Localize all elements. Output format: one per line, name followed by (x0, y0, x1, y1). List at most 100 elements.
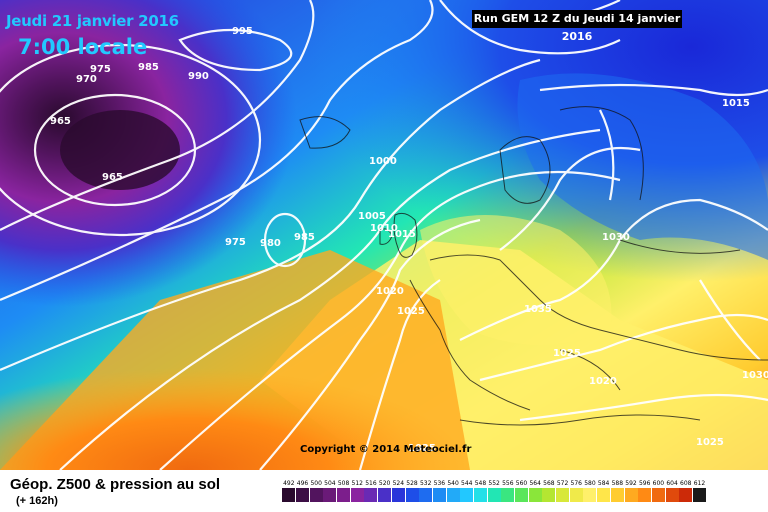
scale-step: 568 (542, 479, 556, 502)
scale-value: 516 (365, 480, 377, 487)
isobar-label: 1010 (370, 223, 398, 234)
scale-step: 500 (309, 479, 323, 502)
isobar-label: 965 (102, 172, 123, 183)
scale-swatch (391, 488, 405, 502)
valid-date: Jeudi 21 janvier 2016 (6, 12, 179, 30)
isobar-label: 975 (90, 64, 111, 75)
isobar-labels: 995 975 975 970 985 990 965 965 1000 100… (50, 26, 768, 454)
scale-swatch (692, 488, 706, 502)
scale-value: 564 (529, 480, 541, 487)
scale-value: 496 (296, 480, 309, 487)
scale-step: 584 (597, 479, 611, 502)
scale-swatch (378, 488, 392, 502)
isobar-label: 1030 (602, 232, 630, 243)
scale-value: 600 (652, 480, 665, 487)
map-canvas: 995 975 975 970 985 990 965 965 1000 100… (0, 0, 768, 470)
scale-step: 496 (296, 479, 310, 502)
isobar-label: 1015 (722, 98, 750, 109)
isobar-label: 1025 (408, 443, 436, 454)
scale-value: 532 (419, 480, 432, 487)
scale-swatch (501, 488, 515, 502)
scale-swatch (651, 488, 665, 502)
scale-swatch (569, 488, 583, 502)
scale-swatch (446, 488, 460, 502)
scale-step: 572 (556, 479, 570, 502)
scale-step: 544 (460, 479, 474, 502)
isobar-label: 1025 (696, 437, 724, 448)
scale-step: 604 (665, 479, 679, 502)
scale-step: 608 (679, 479, 693, 502)
scale-value: 544 (461, 480, 473, 487)
isobar-label: 965 (50, 116, 71, 127)
scale-swatch (610, 488, 624, 502)
scale-swatch (282, 488, 296, 502)
isobar-label: 975 (225, 237, 246, 248)
isobar-label: 1020 (376, 286, 404, 297)
scale-step: 560 (515, 479, 529, 502)
isobar-label: 1005 (358, 211, 386, 222)
scale-swatch (432, 488, 446, 502)
isobar-label: 1025 (553, 348, 581, 359)
scale-step: 536 (432, 479, 447, 502)
scale-swatch (624, 488, 638, 502)
scale-step: 524 (391, 479, 406, 502)
isobar-label: 995 (232, 26, 253, 37)
scale-step: 520 (378, 479, 392, 502)
scale-step: 596 (638, 479, 652, 502)
product-title: Géop. Z500 & pression au sol (10, 476, 221, 493)
scale-swatch (638, 488, 652, 502)
scale-step: 492 (282, 479, 296, 502)
scale-swatch (679, 488, 693, 502)
scale-value: 608 (680, 480, 692, 487)
run-info-banner: Run GEM 12 Z du Jeudi 14 janvier 2016 (472, 10, 682, 43)
scale-value: 612 (693, 480, 706, 487)
isobar-label: 1035 (524, 304, 552, 315)
scale-value: 572 (556, 480, 569, 487)
scale-swatch (487, 488, 501, 502)
copyright-notice: Copyright © 2014 Meteociel.fr (300, 444, 472, 455)
scale-swatch (528, 488, 542, 502)
isobar-label: 1015 (388, 229, 416, 240)
scale-swatch (309, 488, 323, 502)
weather-map: 995 975 975 970 985 990 965 965 1000 100… (0, 0, 768, 470)
scale-step: 576 (569, 479, 583, 502)
scale-step: 612 (692, 479, 707, 502)
scale-value: 528 (406, 480, 418, 487)
scale-value: 508 (337, 480, 350, 487)
isobar-label: 1030 (742, 370, 768, 381)
isobar-label: 985 (138, 62, 159, 73)
legend-footer: Géop. Z500 & pression au sol (+ 162h) 49… (0, 470, 768, 512)
scale-swatch (419, 488, 433, 502)
scale-value: 568 (543, 480, 555, 487)
scale-swatch (597, 488, 611, 502)
scale-swatch (296, 488, 310, 502)
scale-step: 540 (446, 479, 460, 502)
isobar-label: 990 (188, 71, 209, 82)
scale-step: 508 (337, 479, 351, 502)
scale-swatch (583, 488, 597, 502)
scale-value: 584 (597, 480, 610, 487)
isobar-label: 1020 (589, 376, 617, 387)
scale-swatch (542, 488, 556, 502)
scale-value: 560 (515, 480, 528, 487)
scale-step: 504 (323, 479, 337, 502)
scale-step: 564 (528, 479, 542, 502)
scale-swatch (323, 488, 337, 502)
scale-step: 548 (473, 479, 488, 502)
color-scale: 492 496 500 504 508 512 516 520 524 528 532 536 540 5… (282, 479, 706, 502)
scale-value: 540 (447, 480, 459, 487)
scale-value: 548 (474, 480, 487, 487)
scale-step: 600 (651, 479, 666, 502)
scale-step: 556 (501, 479, 515, 502)
scale-step: 552 (487, 479, 501, 502)
lead-time: (+ 162h) (16, 495, 58, 507)
scale-swatch (460, 488, 474, 502)
scale-swatch (473, 488, 487, 502)
scale-value: 504 (324, 480, 336, 487)
scale-value: 576 (570, 480, 582, 487)
scale-value: 588 (611, 480, 624, 487)
scale-step: 532 (419, 479, 433, 502)
scale-value: 520 (378, 480, 391, 487)
scale-swatch (556, 488, 570, 502)
scale-value: 596 (638, 480, 651, 487)
